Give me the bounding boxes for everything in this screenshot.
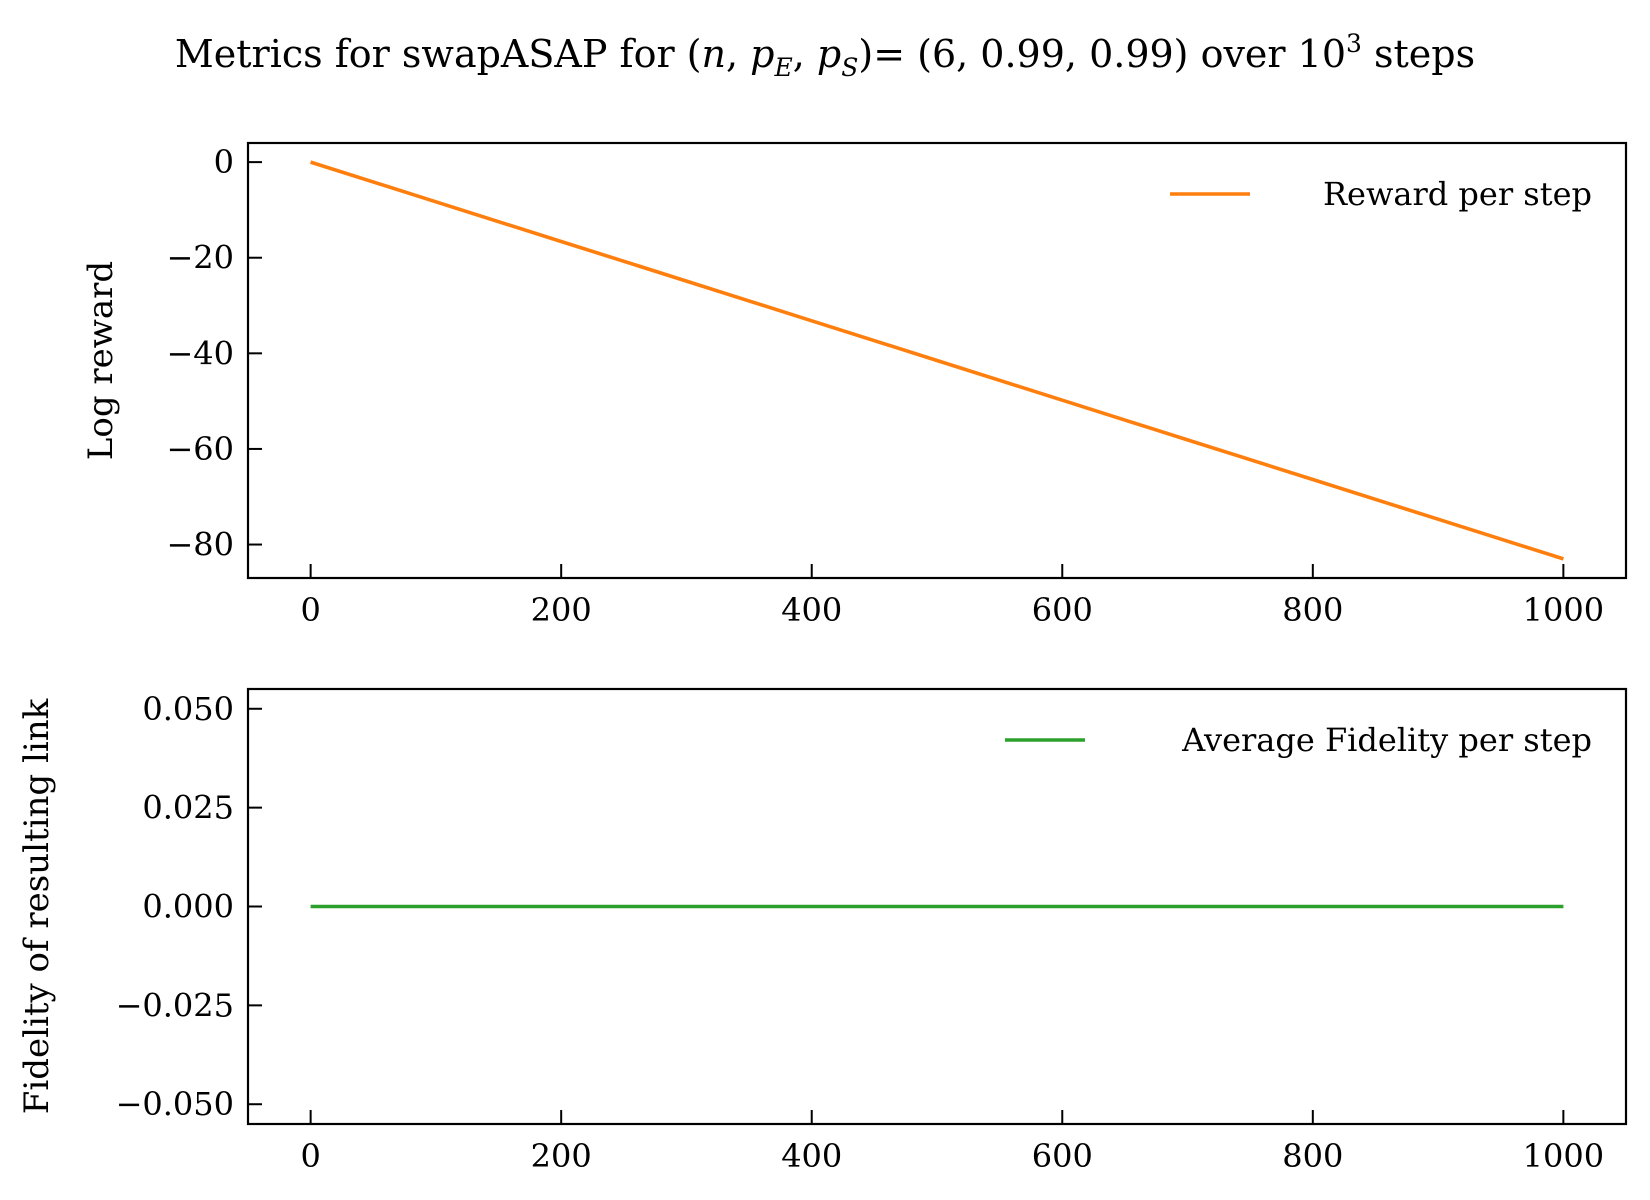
y-tick-label: 0.050 — [142, 690, 234, 728]
y-tick-label: −80 — [166, 526, 234, 564]
x-tick-label: 800 — [1282, 591, 1343, 629]
series-line — [310, 160, 1564, 561]
x-tick-label: 600 — [1032, 1137, 1093, 1175]
fidelity-chart: 0 200 400 600 800 1000 0.050 0.025 0.000 −0.025 −0… — [17, 687, 1628, 1175]
x-tick-label: 200 — [531, 591, 592, 629]
y-tick-label: 0.025 — [142, 789, 234, 827]
x-tick-label: 0 — [300, 1137, 320, 1175]
y-tick-label: 0 — [214, 143, 234, 181]
x-tick-label: 1000 — [1523, 1137, 1604, 1175]
y-tick-label: −60 — [166, 430, 234, 468]
y-tick-label: −20 — [166, 239, 234, 277]
y-tick-label: −0.025 — [116, 986, 234, 1024]
y-tick-label: −0.050 — [116, 1085, 234, 1123]
x-tick-label: 1000 — [1523, 591, 1604, 629]
y-axis-label: Fidelity of resulting link — [17, 698, 57, 1114]
y-axis-label: Log reward — [81, 261, 121, 460]
legend-label: Average Fidelity per step — [1181, 721, 1592, 759]
x-tick-label: 200 — [531, 1137, 592, 1175]
axes-frame — [246, 141, 1628, 580]
x-tick-label: 400 — [781, 591, 842, 629]
y-tick-label: 0.000 — [142, 888, 234, 926]
x-tick-label: 600 — [1032, 591, 1093, 629]
reward-chart: 0 200 400 600 800 1000 0 −20 −40 −60 −80 Log reward… — [81, 141, 1628, 629]
x-tick-label: 800 — [1282, 1137, 1343, 1175]
x-tick-label: 400 — [781, 1137, 842, 1175]
legend-label: Reward per step — [1323, 175, 1592, 213]
y-tick-label: −40 — [166, 334, 234, 372]
figure-title: Metrics for swapASAP for (n, pE, pS)= (6… — [175, 29, 1475, 82]
x-tick-label: 0 — [300, 591, 320, 629]
